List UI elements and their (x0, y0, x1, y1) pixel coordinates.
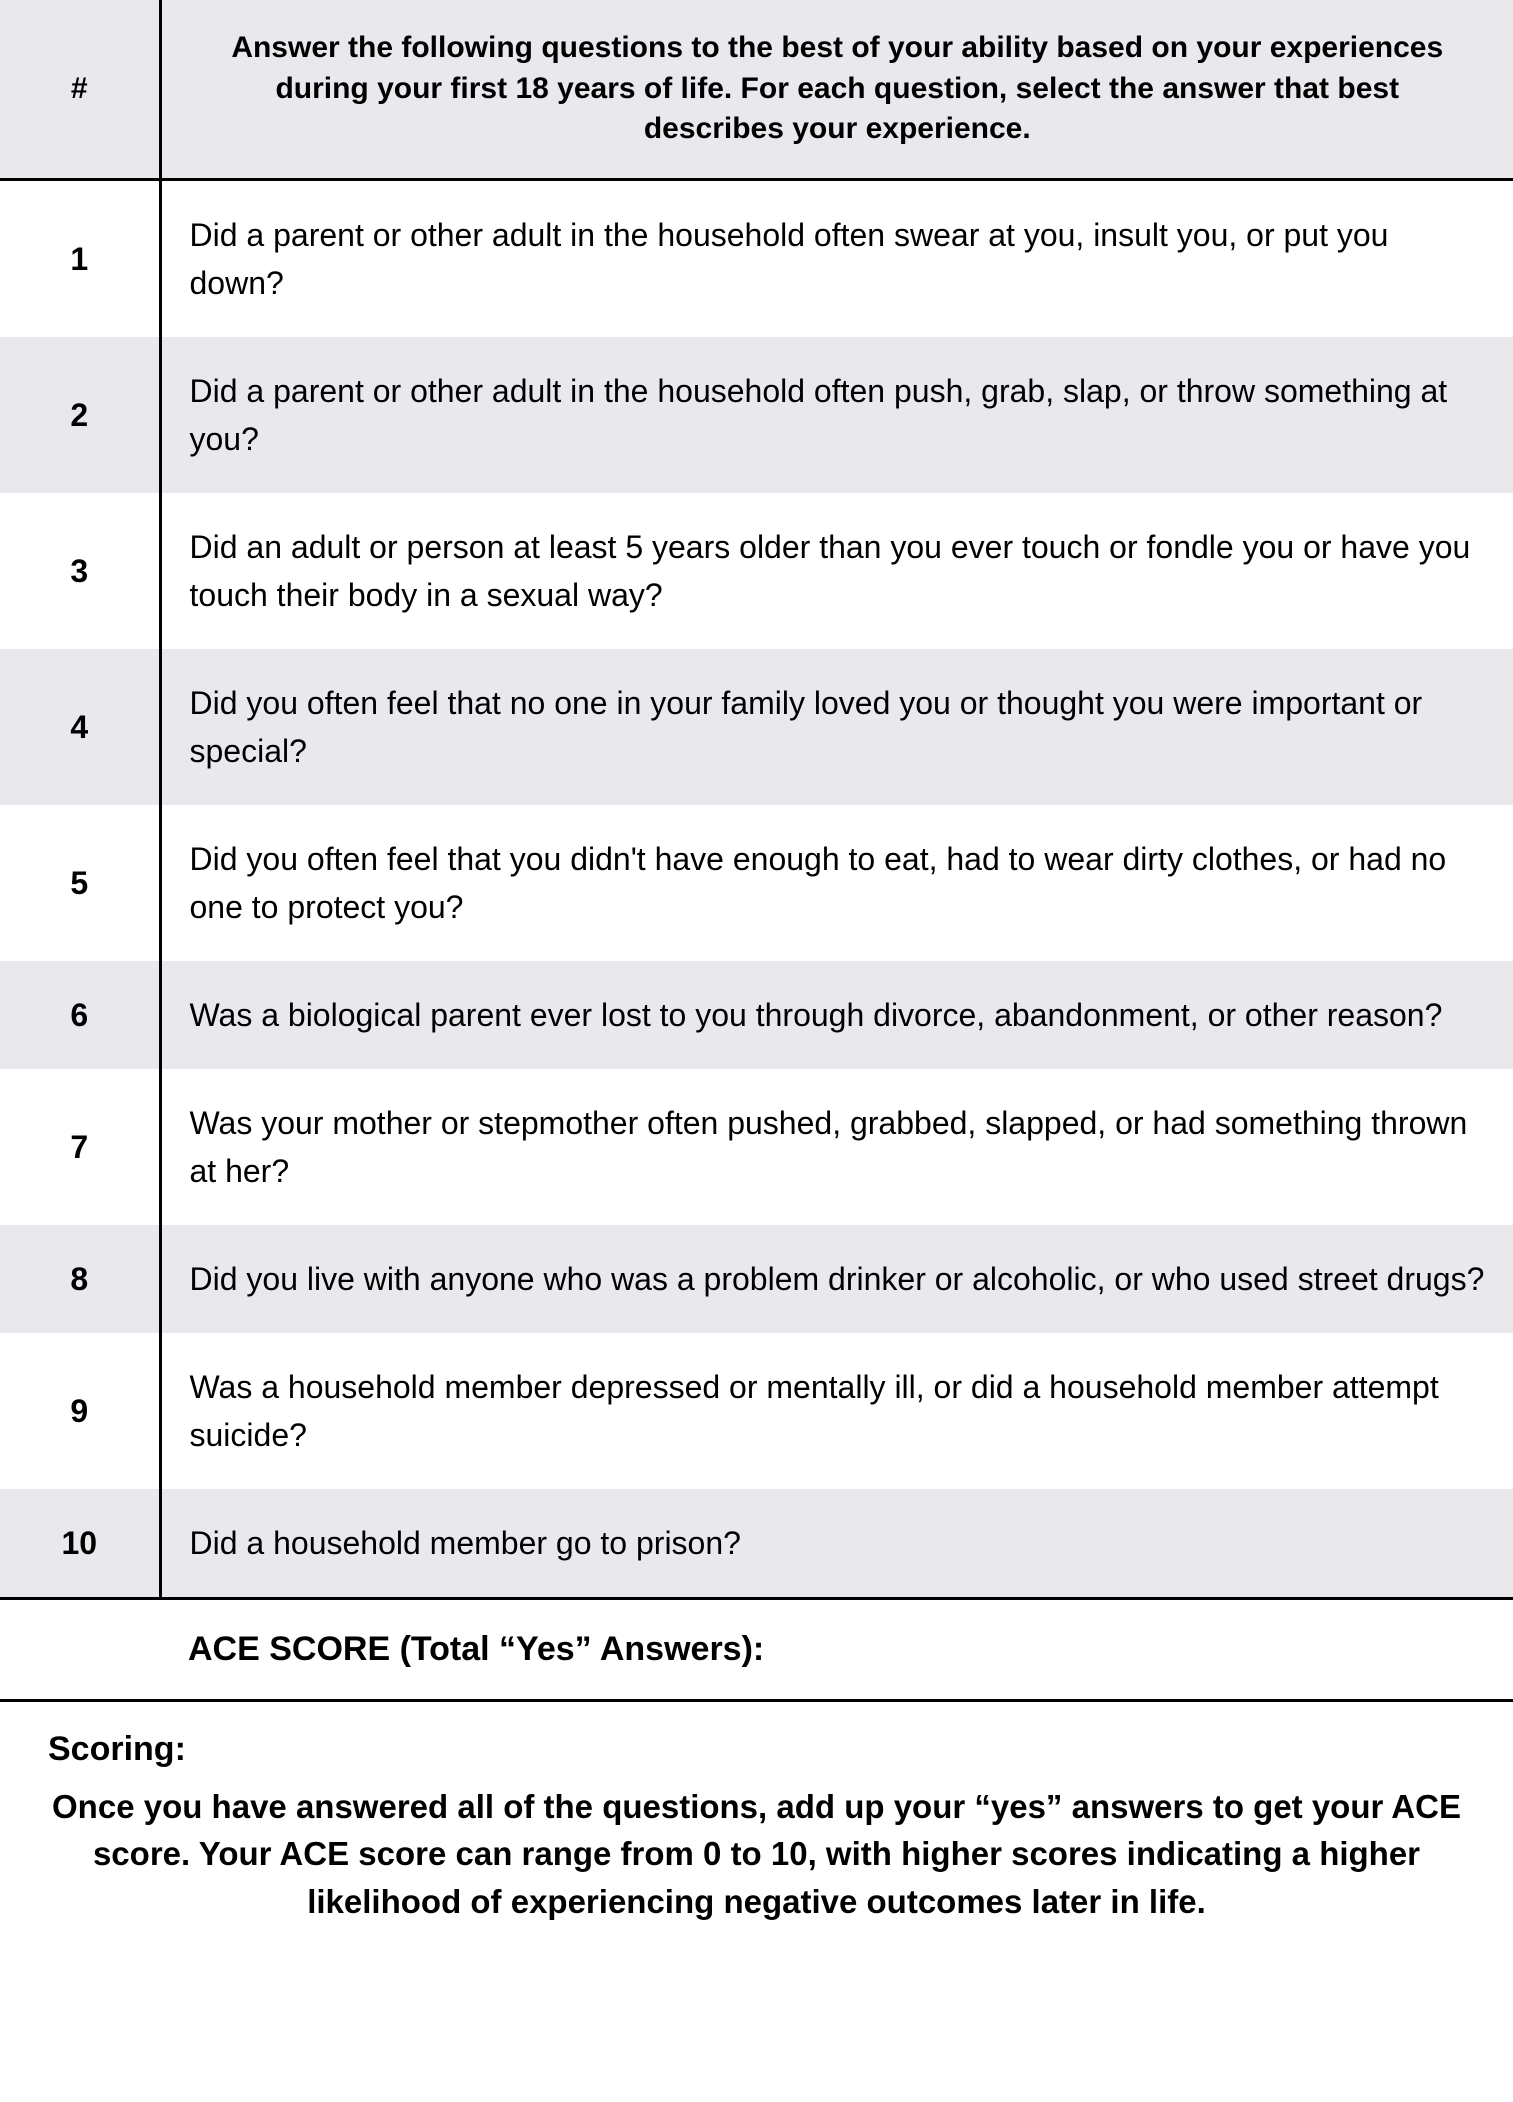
table-header-row: # Answer the following questions to the … (0, 0, 1513, 179)
table-row: 5 Did you often feel that you didn't hav… (0, 805, 1513, 961)
question-number: 7 (0, 1069, 160, 1225)
scoring-heading: Scoring: (48, 1730, 1465, 1769)
question-number: 5 (0, 805, 160, 961)
question-number: 3 (0, 493, 160, 649)
table-row: 2 Did a parent or other adult in the hou… (0, 337, 1513, 493)
question-text: Did a household member go to prison? (160, 1489, 1513, 1599)
question-number: 4 (0, 649, 160, 805)
question-text: Did an adult or person at least 5 years … (160, 493, 1513, 649)
question-text: Was a biological parent ever lost to you… (160, 961, 1513, 1069)
header-instructions: Answer the following questions to the be… (160, 0, 1513, 179)
page-wrap: # Answer the following questions to the … (0, 0, 1513, 1966)
score-number-cell (0, 1598, 160, 1700)
table-row: 7 Was your mother or stepmother often pu… (0, 1069, 1513, 1225)
table-row: 6 Was a biological parent ever lost to y… (0, 961, 1513, 1069)
table-row: 8 Did you live with anyone who was a pro… (0, 1225, 1513, 1333)
question-text: Did a parent or other adult in the house… (160, 337, 1513, 493)
ace-score-label: ACE SCORE (Total “Yes” Answers): (160, 1598, 1513, 1700)
question-text: Did a parent or other adult in the house… (160, 179, 1513, 337)
ace-questions-table: # Answer the following questions to the … (0, 0, 1513, 1702)
questions-body: 1 Did a parent or other adult in the hou… (0, 179, 1513, 1700)
question-text: Was your mother or stepmother often push… (160, 1069, 1513, 1225)
score-row: ACE SCORE (Total “Yes” Answers): (0, 1598, 1513, 1700)
table-row: 4 Did you often feel that no one in your… (0, 649, 1513, 805)
question-text: Did you live with anyone who was a probl… (160, 1225, 1513, 1333)
question-text: Did you often feel that no one in your f… (160, 649, 1513, 805)
question-number: 10 (0, 1489, 160, 1599)
question-number: 8 (0, 1225, 160, 1333)
table-row: 9 Was a household member depressed or me… (0, 1333, 1513, 1489)
table-row: 3 Did an adult or person at least 5 year… (0, 493, 1513, 649)
question-number: 1 (0, 179, 160, 337)
header-number-symbol: # (0, 0, 160, 179)
question-text: Did you often feel that you didn't have … (160, 805, 1513, 961)
table-row: 10 Did a household member go to prison? (0, 1489, 1513, 1599)
scoring-section: Scoring: Once you have answered all of t… (0, 1702, 1513, 1967)
question-number: 6 (0, 961, 160, 1069)
scoring-body-text: Once you have answered all of the questi… (48, 1783, 1465, 1927)
question-text: Was a household member depressed or ment… (160, 1333, 1513, 1489)
table-row: 1 Did a parent or other adult in the hou… (0, 179, 1513, 337)
question-number: 2 (0, 337, 160, 493)
question-number: 9 (0, 1333, 160, 1489)
